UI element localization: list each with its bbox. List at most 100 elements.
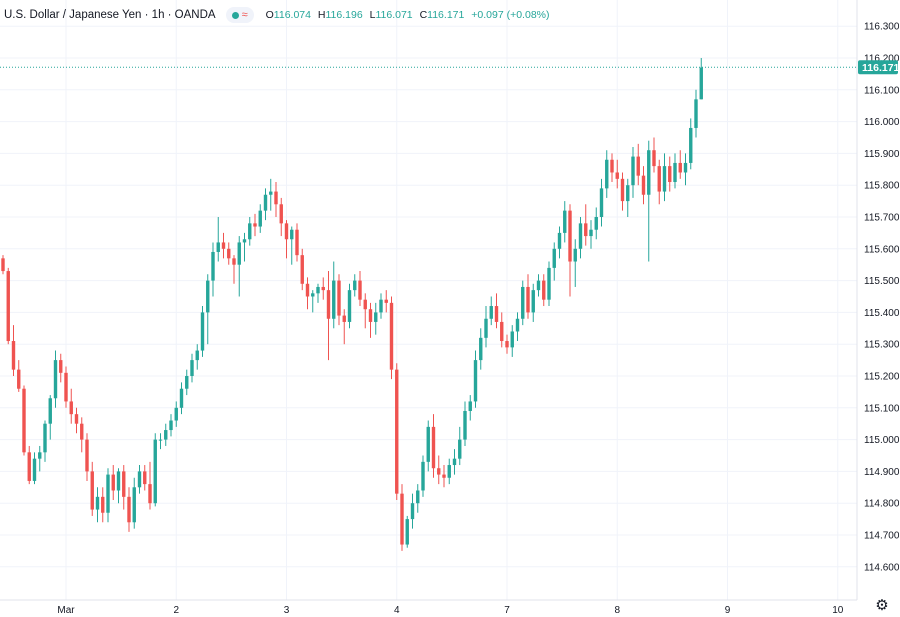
candle-body — [59, 360, 63, 373]
candle — [578, 217, 583, 259]
candle-body — [636, 156, 640, 176]
candle-body — [416, 490, 420, 504]
candle-body — [379, 299, 383, 313]
candle — [32, 452, 37, 485]
candle — [379, 293, 383, 319]
settings-gear-icon[interactable]: ⚙ — [875, 597, 889, 614]
candle — [326, 271, 331, 361]
candle — [85, 433, 89, 481]
candle — [295, 223, 299, 262]
candle-body — [615, 172, 619, 179]
candle-body — [353, 280, 357, 291]
candle-body — [568, 210, 572, 262]
candle-body — [668, 166, 672, 183]
candle-body — [452, 458, 457, 466]
candle-body — [17, 369, 21, 389]
candle-body — [290, 229, 294, 240]
y-tick-label: 115.000 — [864, 435, 900, 446]
candle-body — [227, 248, 231, 259]
candle — [547, 261, 551, 307]
candle-body — [563, 210, 567, 233]
candle-body — [426, 426, 430, 462]
candle — [80, 417, 84, 453]
candle-body — [657, 166, 661, 192]
candle — [389, 296, 394, 380]
candle — [148, 461, 152, 510]
candle — [410, 493, 415, 529]
candle — [6, 267, 10, 345]
candle-body — [484, 318, 488, 338]
candle-body — [431, 426, 436, 469]
candle — [636, 143, 640, 186]
candle-body — [605, 159, 609, 189]
candle-body — [1, 258, 5, 272]
candle-body — [536, 280, 541, 291]
candle-body — [473, 360, 478, 402]
candle-body — [405, 519, 409, 545]
candle-body — [641, 175, 646, 195]
change-value: +0.097 (+0.08%) — [471, 9, 550, 21]
candle — [557, 226, 562, 259]
x-tick-label: 3 — [284, 605, 290, 616]
x-tick-label: 7 — [504, 605, 510, 616]
candle — [179, 382, 184, 415]
high-value: 116.196 — [325, 9, 363, 21]
candle — [489, 296, 493, 326]
candle — [473, 350, 478, 408]
y-tick-label: 114.900 — [864, 467, 900, 478]
candle-body — [521, 286, 525, 319]
low-value: 116.071 — [375, 9, 413, 21]
candle-body — [463, 410, 467, 440]
candle-body — [221, 242, 226, 249]
y-tick-label: 116.100 — [864, 85, 900, 96]
candle — [542, 274, 546, 307]
candle-body — [305, 283, 310, 297]
candle-body — [179, 388, 184, 408]
candle-body — [437, 468, 441, 475]
candle-body — [573, 248, 577, 262]
candle — [90, 461, 94, 516]
candle-body — [69, 401, 73, 415]
open-value: 116.074 — [273, 9, 311, 21]
candle — [673, 153, 677, 189]
candle-body — [500, 321, 504, 342]
y-tick-label: 116.200 — [864, 54, 900, 65]
candle-body — [626, 185, 630, 202]
candle — [342, 309, 346, 345]
candle — [652, 137, 656, 173]
ohlc-legend: O116.074 H116.196 L116.071 C116.171 +0.0… — [266, 9, 554, 21]
candle — [248, 217, 252, 246]
candle-body — [158, 439, 163, 441]
candle-body — [494, 306, 499, 322]
candle — [206, 274, 210, 345]
candle-body — [311, 293, 315, 297]
candle-body — [652, 150, 656, 167]
candle-body — [337, 280, 341, 316]
candle — [437, 455, 441, 485]
candle — [594, 207, 598, 240]
time-axis[interactable]: Mar 2 3 4 7 8 9 10 — [57, 605, 843, 616]
candle-body — [326, 290, 331, 319]
x-tick-label: Mar — [57, 605, 75, 616]
candle — [237, 236, 241, 297]
candle-body — [442, 474, 446, 478]
candle-body — [610, 159, 614, 173]
candle — [127, 487, 131, 532]
open-label: O — [265, 9, 274, 21]
candle-body — [515, 318, 520, 332]
candle-body — [269, 191, 273, 195]
candle — [221, 232, 226, 259]
price-axis[interactable]: 114.600 114.700 114.800 114.900 115.000 115.1… — [864, 22, 900, 574]
symbol-title[interactable]: U.S. Dollar / Japanese Yen · 1h · OANDA — [4, 9, 216, 21]
candle — [316, 283, 320, 303]
candle — [531, 283, 535, 322]
candle — [647, 140, 651, 262]
candle-body — [200, 312, 205, 351]
candle-body — [248, 223, 252, 240]
y-tick-label: 115.900 — [864, 149, 900, 160]
candle — [227, 242, 231, 265]
market-status-pill[interactable]: ≈ — [225, 7, 254, 23]
candle — [363, 293, 367, 329]
candle-body — [190, 360, 194, 376]
